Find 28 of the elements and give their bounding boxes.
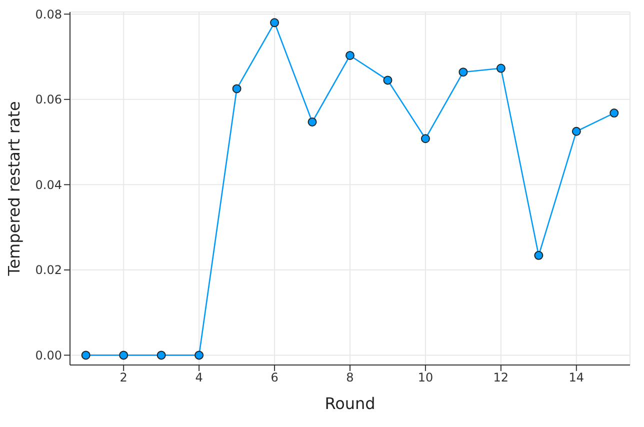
x-tick-label: 6	[270, 370, 278, 385]
point	[610, 108, 619, 118]
point	[194, 350, 204, 360]
x-tick-label: 2	[120, 370, 128, 385]
x-tick-label: 14	[568, 370, 584, 385]
point	[81, 350, 90, 360]
x-tick-label: 12	[493, 370, 509, 385]
x-tick-label: 8	[346, 370, 354, 385]
point	[572, 126, 581, 136]
y-tick-label: 0.02	[35, 263, 62, 278]
x-tick-label: 10	[418, 370, 434, 385]
y-tick-label: 0.08	[35, 7, 62, 22]
point	[346, 50, 354, 60]
point	[119, 350, 128, 360]
point	[270, 18, 280, 28]
point	[534, 250, 544, 260]
point	[308, 117, 317, 126]
point	[383, 76, 392, 85]
y-tick-label: 0.00	[35, 348, 62, 362]
x-axis-title: Round	[324, 394, 376, 413]
y-tick-label: 0.06	[35, 92, 62, 107]
point	[496, 64, 506, 73]
point	[420, 134, 430, 144]
point	[458, 68, 468, 77]
point	[156, 350, 166, 360]
point	[232, 84, 242, 94]
y-tick-label: 0.04	[35, 178, 62, 192]
x-tick-label: 4	[195, 370, 203, 385]
